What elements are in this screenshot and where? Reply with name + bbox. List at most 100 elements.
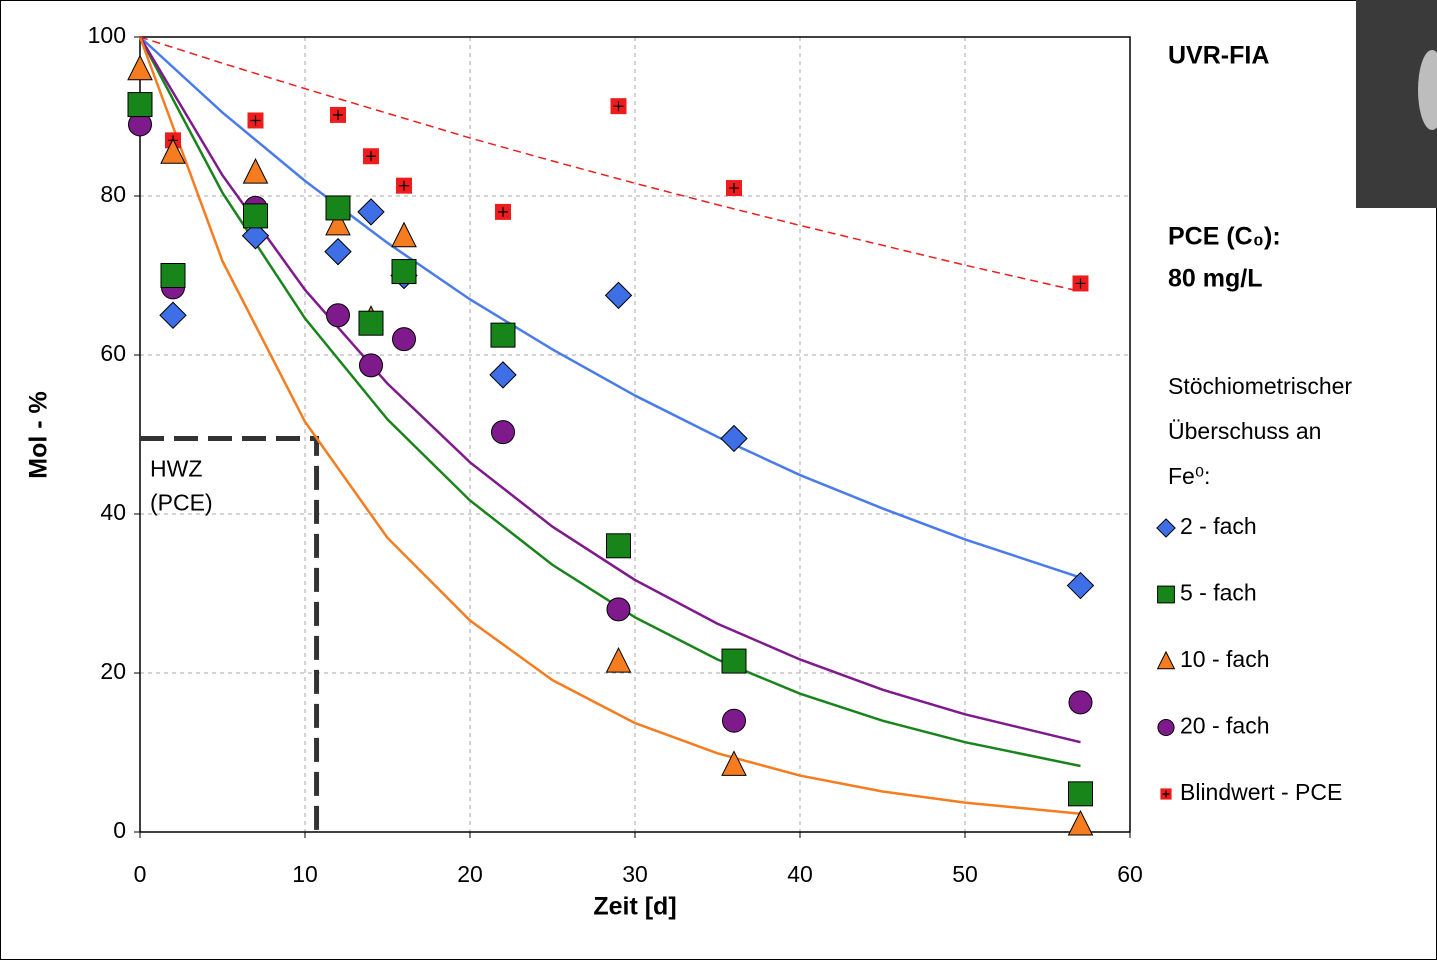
data-point xyxy=(391,221,417,248)
marker-plus xyxy=(1162,790,1170,798)
data-point xyxy=(1072,275,1089,292)
marker-shape xyxy=(325,209,351,236)
marker-shape xyxy=(1156,518,1176,538)
x-tick-label: 50 xyxy=(952,861,978,887)
legend-marker xyxy=(1157,585,1175,604)
legend-marker xyxy=(1160,788,1172,800)
marker-plus xyxy=(399,180,409,191)
legend-title: Stöchiometrischer xyxy=(1168,373,1352,399)
data-point xyxy=(606,533,631,559)
fit-line xyxy=(138,36,1081,768)
data-point xyxy=(495,203,511,220)
marker-shape xyxy=(127,54,153,81)
data-point xyxy=(490,322,516,348)
marker-shape xyxy=(491,420,515,445)
data-point xyxy=(1067,809,1094,836)
marker-shape xyxy=(605,646,632,673)
plot-border xyxy=(139,36,1131,833)
marker-plus xyxy=(366,151,376,162)
legend-title: Fe⁰: xyxy=(1168,463,1210,489)
data-point xyxy=(1066,571,1095,600)
marker-shape xyxy=(721,648,747,674)
data-point xyxy=(242,158,269,184)
marker-plus xyxy=(498,206,508,217)
x-tick-label: 20 xyxy=(457,861,483,887)
data-point xyxy=(606,597,631,622)
side-text: 80 mg/L xyxy=(1168,265,1262,293)
marker-shape xyxy=(720,424,748,453)
marker-shape xyxy=(159,301,187,329)
data-point xyxy=(159,301,187,329)
data-point xyxy=(721,750,747,776)
data-point xyxy=(604,281,633,310)
data-point xyxy=(330,106,346,123)
side-text: UVR-FIA xyxy=(1168,42,1269,70)
data-point xyxy=(325,195,351,221)
marker-plus xyxy=(250,115,261,126)
fit-line xyxy=(139,36,1081,579)
marker-shape xyxy=(242,158,269,184)
data-point xyxy=(605,646,632,673)
y-tick-label: 20 xyxy=(100,658,126,684)
marker-shape xyxy=(325,195,351,221)
y-tick-label: 80 xyxy=(100,181,126,207)
marker-shape xyxy=(243,203,268,229)
data-point xyxy=(160,263,186,288)
data-point xyxy=(325,209,351,236)
marker-shape xyxy=(722,708,746,733)
x-tick-label: 30 xyxy=(622,861,648,887)
y-tick-label: 0 xyxy=(113,817,126,843)
marker-shape xyxy=(359,353,383,378)
data-point xyxy=(160,138,186,164)
marker-shape xyxy=(606,533,631,559)
data-point xyxy=(1068,781,1093,807)
legend-title: Überschuss an xyxy=(1168,418,1321,444)
marker-shape xyxy=(357,198,385,226)
marker-shape xyxy=(1156,650,1176,670)
y-tick-label: 100 xyxy=(88,22,126,48)
fit-line xyxy=(138,36,1081,744)
data-point xyxy=(324,237,352,266)
data-point xyxy=(726,180,742,197)
marker-shape xyxy=(392,327,416,352)
y-tick-label: 40 xyxy=(100,499,126,525)
y-axis-label: Mol - % xyxy=(25,391,53,479)
data-point xyxy=(722,708,746,733)
marker-shape xyxy=(604,281,633,310)
data-point xyxy=(491,420,515,445)
marker-shape xyxy=(1067,809,1094,836)
marker-shape xyxy=(391,221,417,248)
data-point xyxy=(391,259,417,285)
marker-shape xyxy=(391,259,417,285)
marker-shape xyxy=(1068,781,1093,807)
data-point xyxy=(610,98,627,115)
marker-plus xyxy=(613,101,624,112)
x-tick-label: 0 xyxy=(134,861,147,887)
marker-shape xyxy=(127,92,153,118)
marker-shape xyxy=(489,361,517,389)
data-point xyxy=(363,148,379,165)
fit-line xyxy=(138,36,1081,815)
fit-line xyxy=(139,36,1081,293)
data-point xyxy=(241,222,270,250)
data-point xyxy=(720,424,748,453)
x-tick-label: 10 xyxy=(292,861,318,887)
data-point xyxy=(359,353,383,378)
marker-shape xyxy=(490,322,516,348)
side-text: PCE (C₀): xyxy=(1168,223,1281,251)
data-point xyxy=(358,310,384,336)
x-axis-label: Zeit [d] xyxy=(593,893,676,921)
marker-shape xyxy=(1157,585,1175,604)
legend-label: 10 - fach xyxy=(1180,646,1270,672)
data-point xyxy=(392,327,416,352)
legend-label: 2 - fach xyxy=(1180,513,1257,539)
legend-marker xyxy=(1156,650,1176,670)
marker-shape xyxy=(160,263,186,288)
data-point xyxy=(127,92,153,118)
photo-detail xyxy=(1418,50,1437,130)
legend-label: 5 - fach xyxy=(1180,580,1257,606)
data-point xyxy=(357,198,385,226)
legend-label: Blindwert - PCE xyxy=(1180,779,1342,805)
marker-shape xyxy=(606,597,631,622)
